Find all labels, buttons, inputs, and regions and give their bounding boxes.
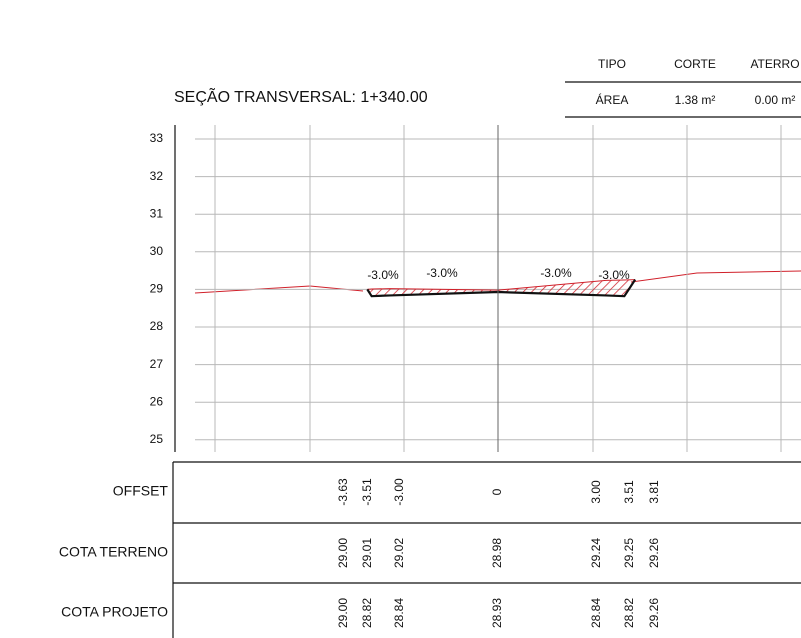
slope-label: -3.0%: [540, 266, 572, 280]
y-tick-label: 27: [150, 357, 164, 371]
summary-column: ATERRO: [750, 57, 799, 71]
row-value: 29.00: [336, 598, 350, 628]
row-label: COTA TERRENO: [59, 544, 168, 560]
row-value: -3.51: [360, 478, 374, 506]
row-value: 29.25: [622, 538, 636, 568]
row-value: 0: [490, 488, 504, 495]
slope-label: -3.0%: [598, 268, 630, 282]
y-tick-label: 31: [150, 206, 164, 220]
slope-label: -3.0%: [367, 268, 399, 282]
row-value: 28.98: [490, 538, 504, 568]
row-label: OFFSET: [113, 483, 169, 499]
row-value: 28.84: [392, 598, 406, 628]
row-value: 29.26: [647, 538, 661, 568]
row-value: 29.02: [392, 538, 406, 568]
summary-cell: 0.00 m²: [755, 93, 796, 107]
row-value: -3.63: [336, 478, 350, 506]
row-value: 28.82: [622, 598, 636, 628]
cut-hatch: [367, 279, 636, 297]
row-value: 29.00: [336, 538, 350, 568]
row-value: 28.82: [360, 598, 374, 628]
row-value: 3.81: [647, 480, 661, 504]
row-label: COTA PROJETO: [61, 604, 168, 620]
summary-column: CORTE: [674, 57, 716, 71]
y-tick-label: 28: [150, 319, 164, 333]
row-value: 3.00: [589, 480, 603, 504]
row-value: 28.93: [490, 598, 504, 628]
y-tick-label: 33: [150, 131, 164, 145]
y-tick-label: 30: [150, 244, 164, 258]
y-tick-label: 29: [150, 282, 164, 296]
terrain-extension: [630, 270, 801, 283]
row-value: 29.24: [589, 538, 603, 568]
row-value: -3.00: [392, 478, 406, 506]
summary-cell: ÁREA: [596, 92, 629, 107]
y-tick-label: 26: [150, 394, 164, 408]
summary-column: TIPO: [598, 57, 626, 71]
y-tick-label: 25: [150, 432, 164, 446]
row-value: 29.01: [360, 538, 374, 568]
row-value: 3.51: [622, 480, 636, 504]
slope-label: -3.0%: [426, 266, 458, 280]
row-value: 29.26: [647, 598, 661, 628]
row-value: 28.84: [589, 598, 603, 628]
y-tick-label: 32: [150, 169, 164, 183]
summary-cell: 1.38 m²: [675, 93, 716, 107]
title: SEÇÃO TRANSVERSAL: 1+340.00: [174, 86, 428, 106]
